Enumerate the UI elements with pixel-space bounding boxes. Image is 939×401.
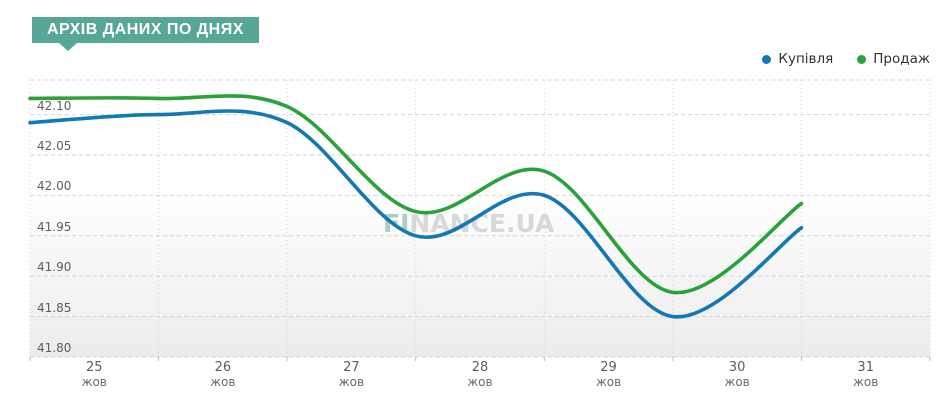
- badge-pointer-icon: [59, 43, 77, 51]
- x-axis-month: жов: [724, 375, 750, 389]
- x-axis-label: 28 жов: [435, 360, 525, 390]
- legend-label: Продаж: [873, 51, 930, 67]
- legend-dot-icon: [857, 54, 867, 64]
- legend-label: Купівля: [778, 51, 834, 67]
- x-axis-label: 27 жов: [306, 360, 396, 390]
- x-axis-month: жов: [338, 375, 365, 389]
- page-title-badge: АРХІВ ДАНИХ ПО ДНЯХ: [32, 17, 259, 43]
- x-axis-label: 26 жов: [178, 360, 268, 390]
- x-axis-day: 29: [600, 360, 617, 375]
- x-axis-label: 25 жов: [49, 360, 139, 390]
- watermark-prefix: FI: [383, 209, 410, 238]
- legend-dot-icon: [762, 54, 772, 64]
- y-axis-label: 41.85: [37, 300, 72, 315]
- x-axis-month: жов: [81, 375, 107, 389]
- x-axis-label: 31 жов: [821, 360, 911, 390]
- x-axis-day: 26: [214, 360, 232, 375]
- x-axis-day: 28: [471, 360, 489, 375]
- y-axis-label: 42.00: [37, 179, 72, 194]
- legend-item-1[interactable]: Продаж: [857, 51, 930, 67]
- page-title: АРХІВ ДАНИХ ПО ДНЯХ: [47, 21, 244, 38]
- site-watermark: FINANCE.UA: [383, 209, 554, 238]
- x-axis-month: жов: [595, 375, 622, 389]
- x-axis-day: 27: [343, 360, 360, 375]
- y-axis-label: 41.90: [37, 260, 72, 275]
- y-axis-label: 42.10: [37, 98, 72, 113]
- y-axis-label: 41.80: [37, 341, 72, 355]
- legend-item-0[interactable]: Купівля: [762, 51, 833, 67]
- y-axis-label: 41.95: [37, 219, 72, 234]
- chart-legend: Купівля Продаж: [762, 51, 930, 67]
- y-axis-label: 42.05: [37, 139, 72, 153]
- x-axis-label: 29 жов: [564, 360, 654, 390]
- x-axis-month: жов: [210, 375, 236, 389]
- x-axis-day: 31: [857, 360, 874, 375]
- x-axis-day: 25: [86, 360, 103, 375]
- x-axis-month: жов: [467, 375, 493, 389]
- x-axis-label: 30 жов: [692, 360, 782, 390]
- watermark-rest: NANCE.UA: [409, 209, 555, 238]
- x-axis-day: 30: [728, 360, 746, 375]
- x-axis-month: жов: [853, 375, 879, 389]
